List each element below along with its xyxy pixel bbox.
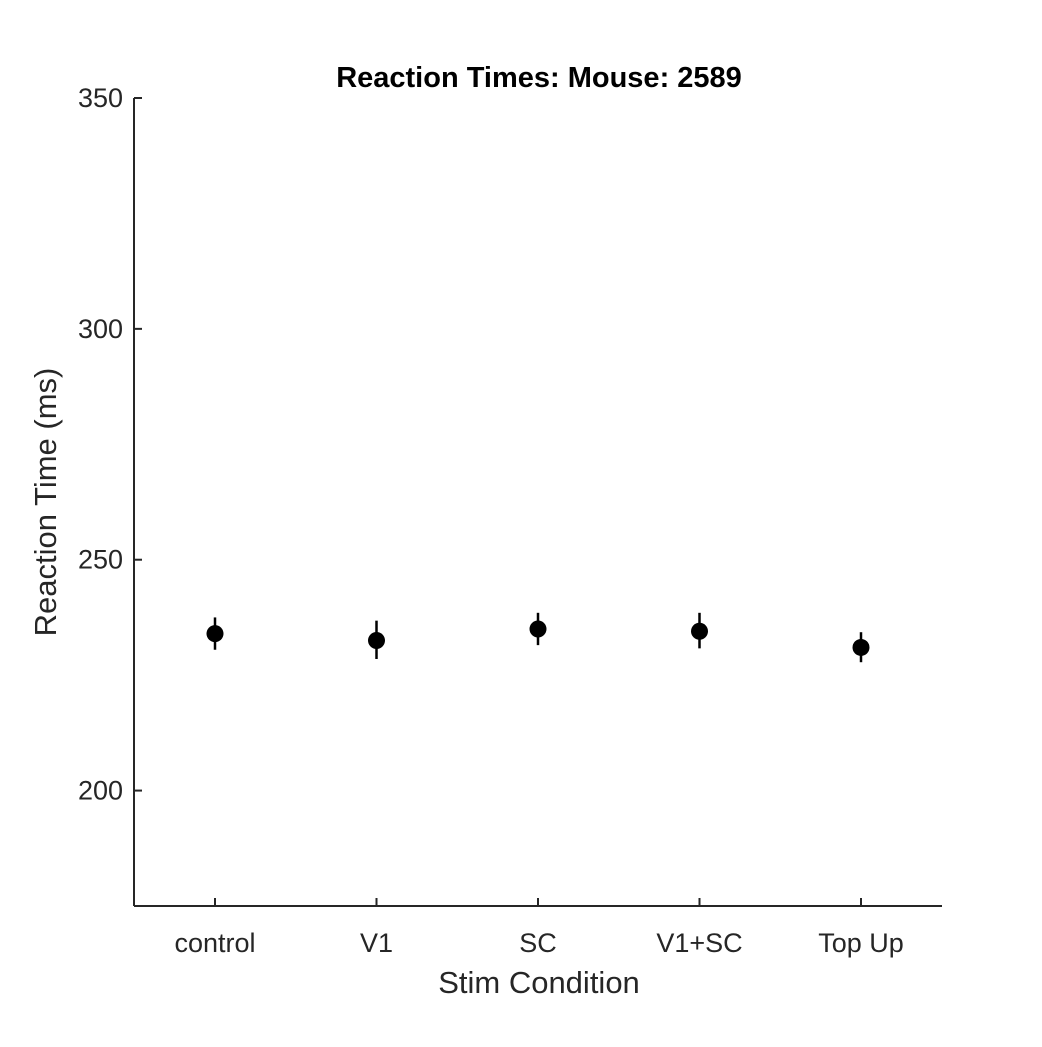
data-point (529, 620, 547, 638)
data-point (852, 638, 870, 656)
x-tick-label: control (174, 928, 255, 958)
y-tick-label: 300 (78, 314, 123, 344)
axes (133, 98, 942, 907)
x-tick-label: V1+SC (656, 928, 742, 958)
ticks: 200 250 300 350 control V1 SC V1+SC Top Up (78, 83, 904, 958)
x-tick-label: Top Up (818, 928, 904, 958)
y-axis-label: Reaction Time (ms) (28, 368, 63, 637)
x-axis-label: Stim Condition (438, 965, 640, 1000)
x-tick-label: SC (519, 928, 557, 958)
data-point (368, 632, 385, 650)
chart-title: Reaction Times: Mouse: 2589 (336, 62, 742, 94)
y-tick-label: 250 (78, 545, 123, 575)
data-point (206, 625, 224, 643)
data-point (691, 622, 708, 640)
y-tick-label: 200 (78, 776, 123, 806)
x-tick-label: V1 (360, 928, 393, 958)
y-tick-label: 350 (78, 83, 123, 113)
data-marks (206, 612, 870, 663)
